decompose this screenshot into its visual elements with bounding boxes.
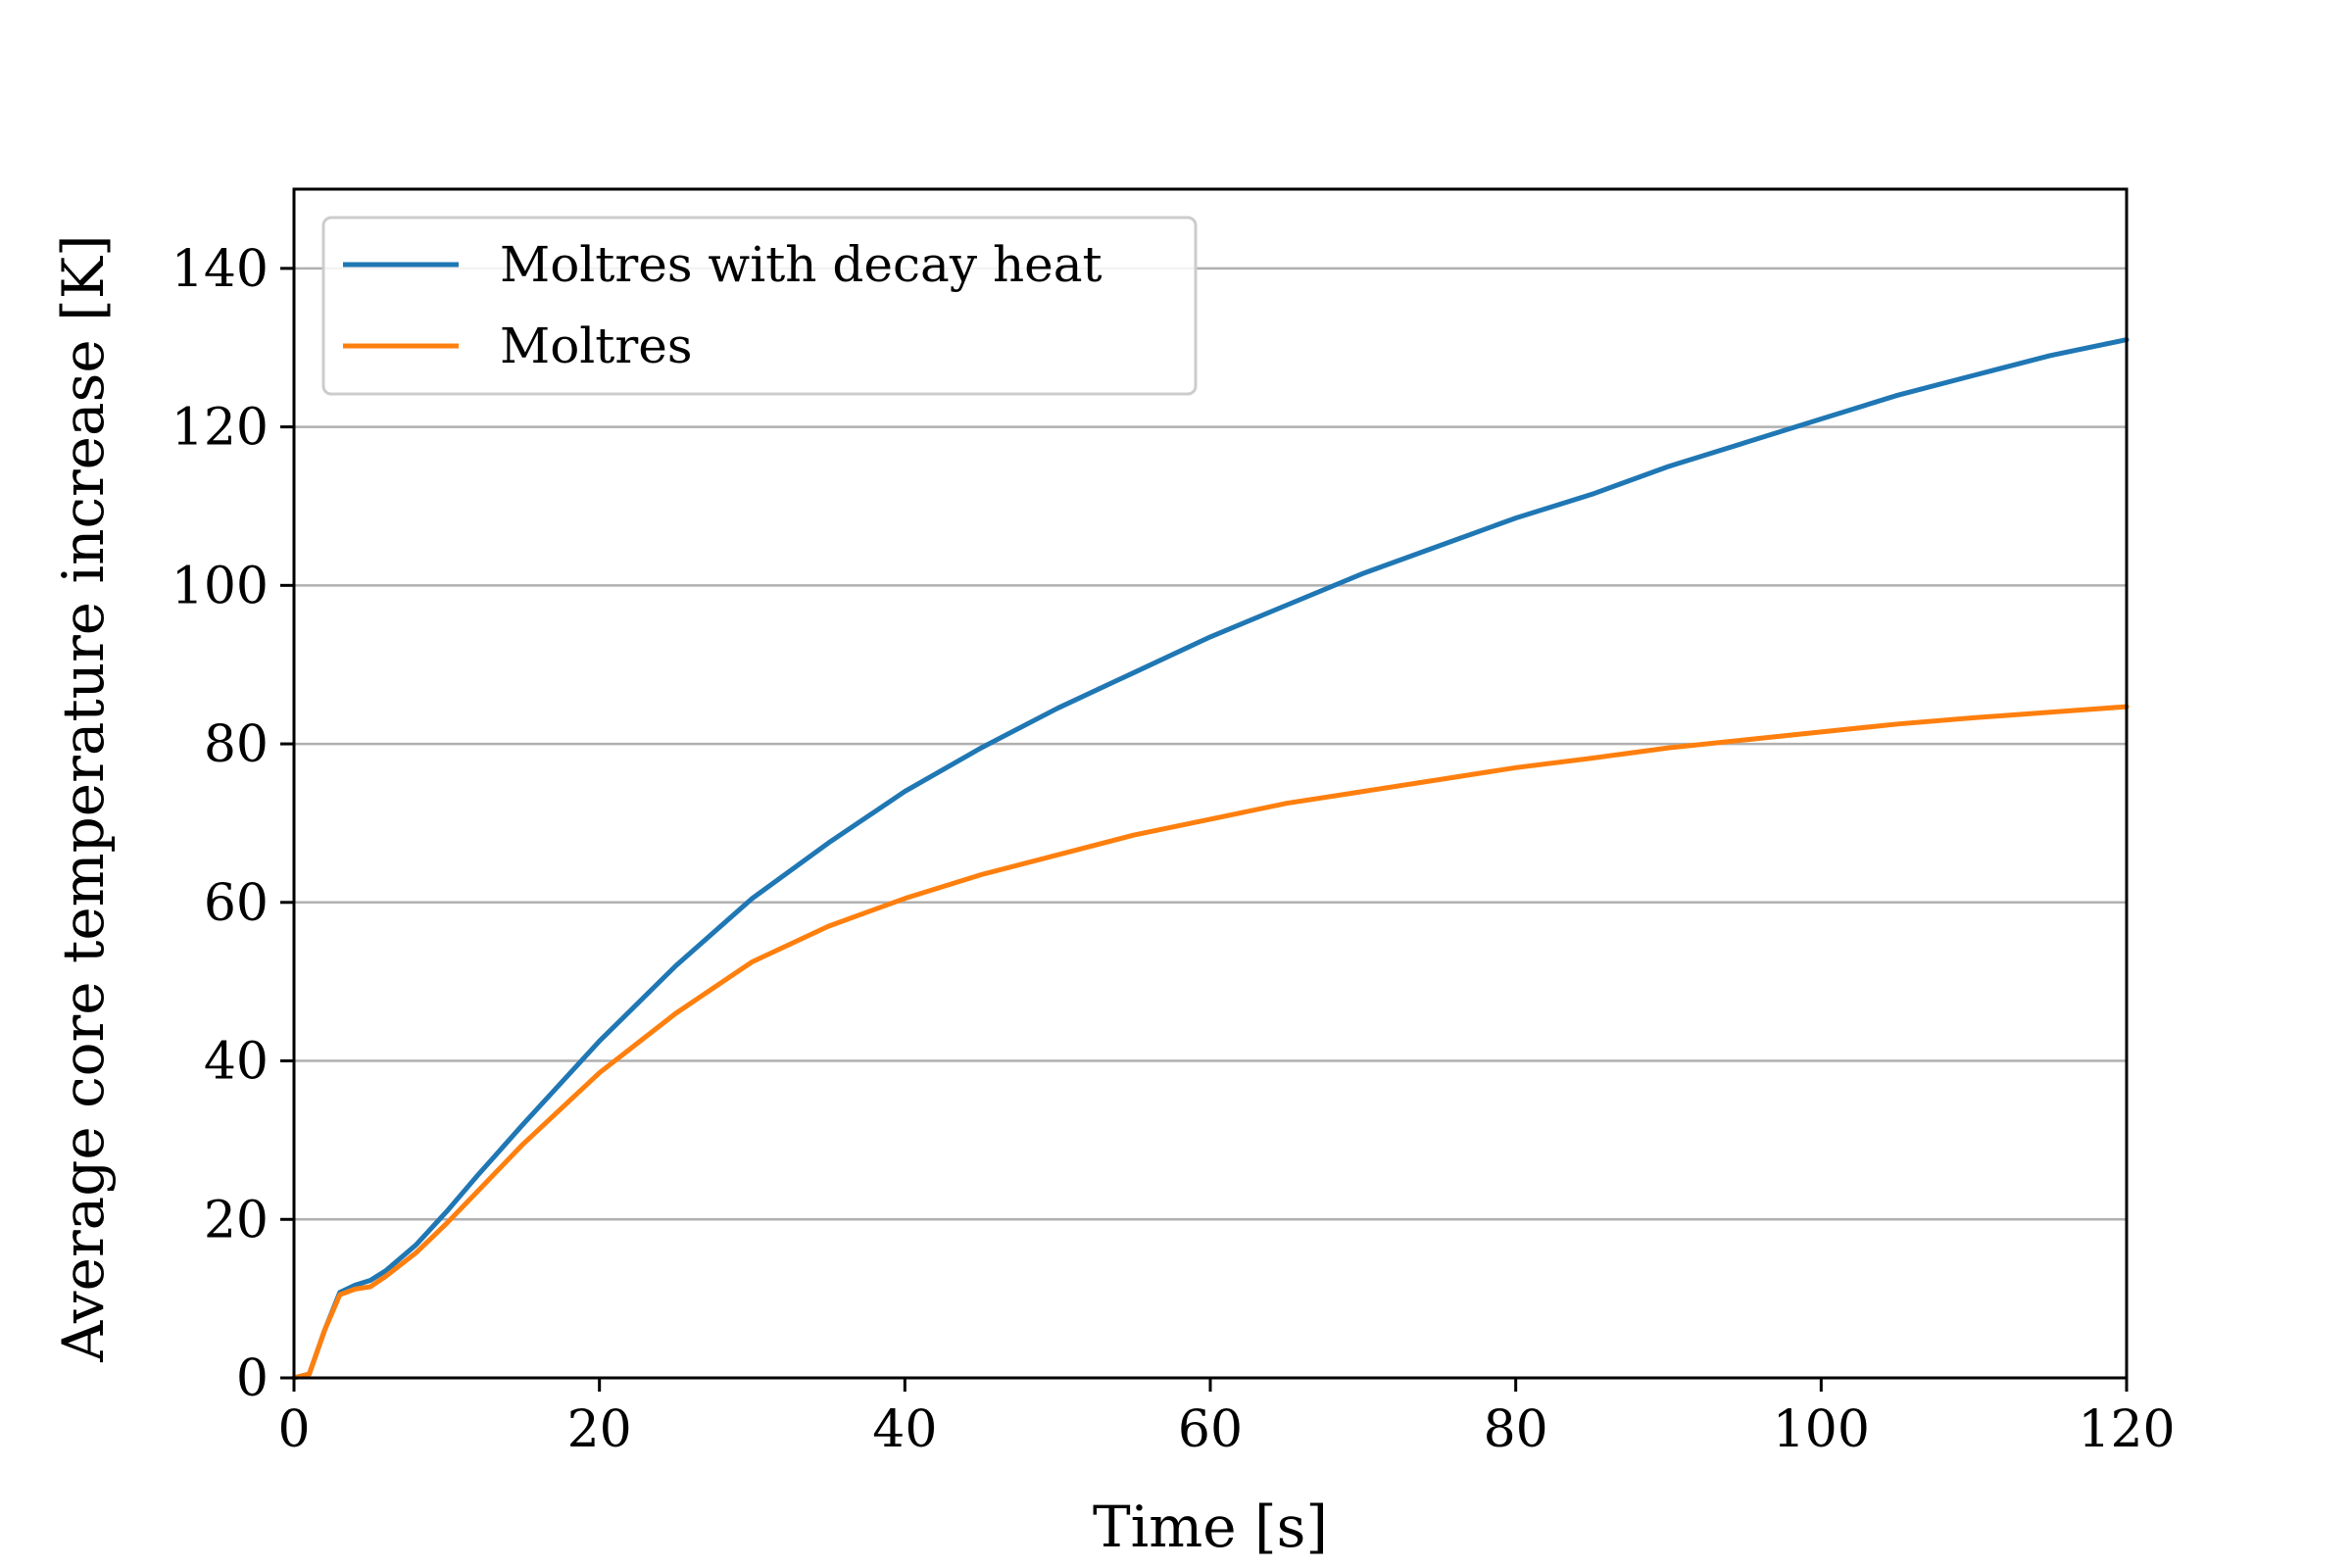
y-tick-label: 100 [172,557,269,615]
x-tick-label: 120 [2078,1400,2175,1459]
x-tick-label: 0 [277,1400,310,1459]
x-axis: 0 20 40 60 80 100 120 [277,1378,2176,1459]
legend: Moltres with decay heat Moltres [321,216,1198,396]
y-tick-label: 20 [204,1191,269,1250]
x-tick-label: 20 [567,1400,632,1459]
series-line-1 [291,337,2130,1381]
legend-label: Moltres with decay heat [500,236,1102,293]
y-tick-label: 60 [204,874,269,933]
x-axis-title: Time [s] [1093,1494,1328,1560]
legend-box [321,216,1198,396]
y-tick-label: 80 [204,715,269,774]
x-tick-label: 80 [1484,1400,1548,1459]
series-lines [291,337,2130,1381]
x-tick-label: 100 [1773,1400,1870,1459]
y-tick-label: 40 [204,1033,269,1092]
y-axis: 0 20 40 60 80 100 120 140 [172,240,294,1408]
legend-label: Moltres [500,318,693,374]
y-tick-label: 120 [172,399,269,458]
y-axis-title: Average core temperature increase [K] [50,234,117,1362]
x-tick-label: 40 [872,1400,937,1459]
grid-lines [294,267,2127,1221]
y-tick-label: 140 [172,240,269,299]
x-tick-label: 60 [1178,1400,1243,1459]
series-line-2 [291,704,2130,1381]
y-tick-label: 0 [236,1349,269,1408]
